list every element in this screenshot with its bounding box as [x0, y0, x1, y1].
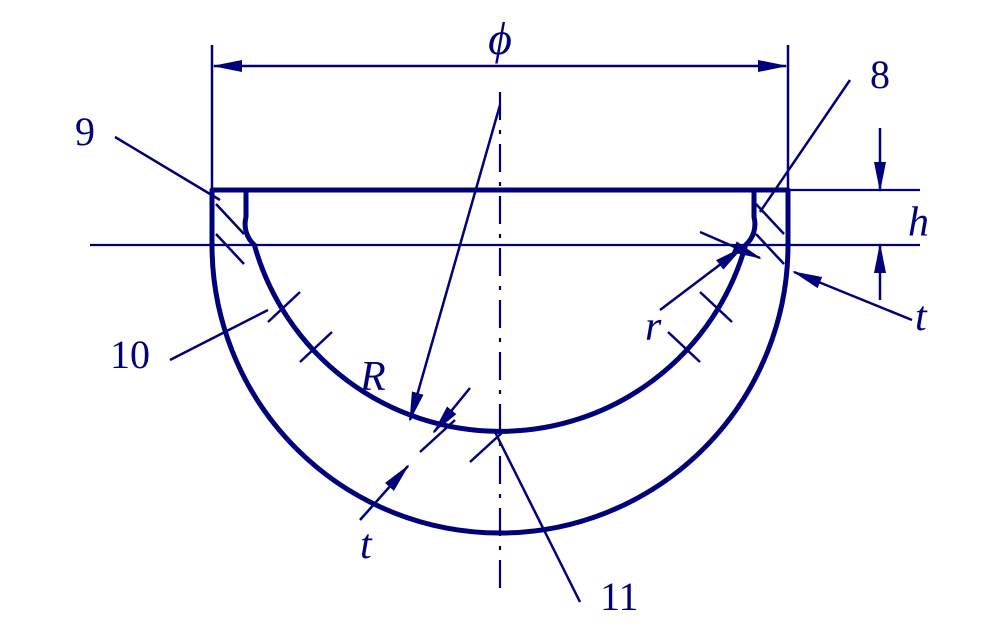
R-leader	[410, 105, 500, 420]
drawing-group: ϕ h Rr t t 8 9 10 11	[75, 13, 929, 619]
h-label: h	[908, 200, 929, 246]
callout-11-leader	[495, 432, 580, 602]
t-right-label: t	[915, 294, 928, 340]
callout-9-leader	[115, 137, 220, 200]
t-left-label: t	[360, 522, 373, 568]
r-label: r	[645, 304, 662, 350]
t-right-arrow-out	[794, 272, 912, 320]
callout-11-label: 11	[600, 574, 639, 619]
R-label: R	[359, 354, 386, 400]
engineering-diagram: ϕ h Rr t t 8 9 10 11	[0, 0, 1000, 631]
callout-8-leader	[760, 80, 850, 212]
phi-label: ϕ	[488, 13, 512, 64]
callout-9-label: 9	[75, 109, 95, 154]
callout-8-label: 8	[870, 52, 890, 97]
callout-10-label: 10	[110, 332, 150, 377]
r-leader	[660, 248, 742, 310]
t-left-arrow-out	[360, 466, 408, 520]
